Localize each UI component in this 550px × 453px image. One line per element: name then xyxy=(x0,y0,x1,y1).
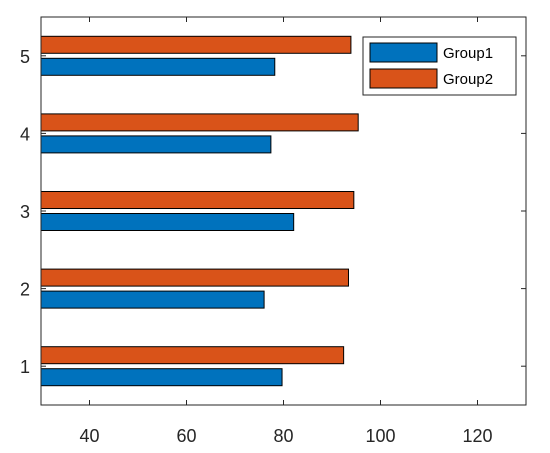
bar-group1-cat-4 xyxy=(40,135,272,154)
y-tick-label-5: 5 xyxy=(20,47,30,67)
y-tick-labels: 1 2 3 4 5 xyxy=(20,47,30,377)
y-tick-label-4: 4 xyxy=(20,124,30,144)
x-tick-label-120: 120 xyxy=(462,426,492,446)
bar-group2-cat-2 xyxy=(40,268,349,287)
bar-group1-cat-5 xyxy=(40,57,276,76)
y-tick-label-3: 3 xyxy=(20,202,30,222)
x-tick-label-100: 100 xyxy=(365,426,395,446)
bar-group1-cat-1 xyxy=(40,368,283,387)
y-tick-label-1: 1 xyxy=(20,357,30,377)
bar-group1-cat-3 xyxy=(40,213,295,231)
legend-label-group2: Group2 xyxy=(443,71,493,88)
legend-swatch-group1 xyxy=(369,42,438,63)
bar-group2-cat-4 xyxy=(40,113,359,132)
bar-group1-cat-2 xyxy=(40,290,265,309)
x-tick-label-60: 60 xyxy=(176,426,196,446)
x-tick-labels: 40 60 80 100 120 xyxy=(79,426,492,446)
bar-group2-cat-5 xyxy=(40,35,352,54)
bar-group2-cat-3 xyxy=(40,191,355,209)
legend: Group1 Group2 xyxy=(362,36,517,96)
legend-swatch-group2 xyxy=(369,68,438,89)
x-tick-label-40: 40 xyxy=(79,426,99,446)
legend-label-group1: Group1 xyxy=(443,45,493,62)
bar-group2-cat-1 xyxy=(40,346,345,365)
x-tick-label-80: 80 xyxy=(273,426,293,446)
ticks-layer xyxy=(41,17,526,405)
y-tick-label-2: 2 xyxy=(20,280,30,300)
